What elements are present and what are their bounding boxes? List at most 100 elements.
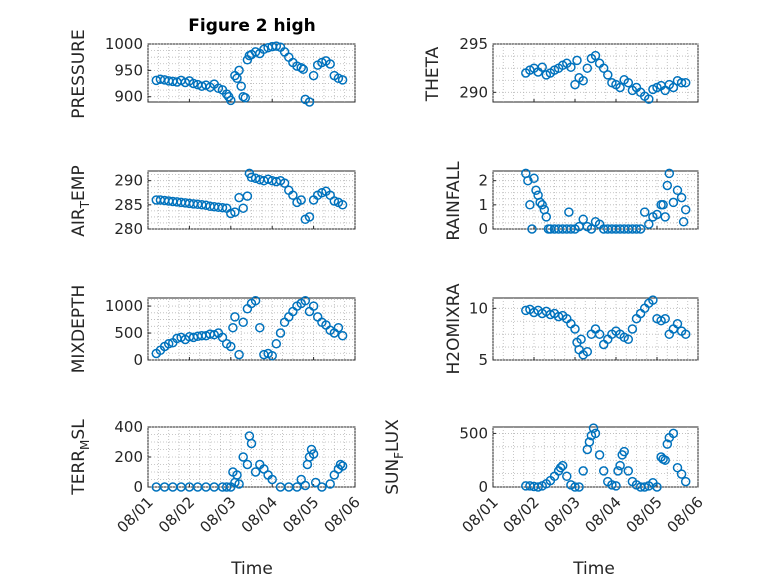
data-point	[317, 482, 327, 492]
data-point	[240, 93, 251, 103]
ytick-label: 295	[459, 35, 488, 53]
axes-pressure: 900 950 1000	[105, 35, 356, 107]
data-point	[676, 77, 687, 88]
xtick-label: 08/05	[623, 493, 666, 536]
data-point	[337, 461, 348, 471]
ylabel-sun-flux-main: SUN	[383, 459, 403, 495]
axes-h2omixra: 5 10	[469, 295, 699, 369]
data-point	[234, 65, 244, 76]
data-point	[271, 41, 282, 51]
ytick-label: 0	[133, 351, 143, 369]
ytick-label: 5	[478, 351, 488, 369]
data-point	[586, 224, 597, 234]
data-point	[250, 467, 261, 477]
ylabel-air-temp-main: AIR	[69, 208, 89, 237]
data-point	[668, 428, 679, 439]
data-point	[226, 341, 236, 352]
data-point	[611, 481, 621, 491]
ylabel-terr-msl-main: TERR	[69, 450, 89, 496]
xtick-label: 08/03	[196, 493, 239, 536]
ylabel-sun-flux-sub: F	[392, 452, 406, 459]
data-point	[678, 217, 689, 227]
data-point	[662, 439, 673, 449]
data-point	[226, 95, 236, 106]
data-point	[680, 77, 691, 88]
xtick-label: 08/06	[321, 493, 364, 536]
data-point	[588, 423, 599, 433]
data-point	[566, 224, 576, 234]
ylabel-sun-flux: SUNFLUX	[383, 419, 406, 495]
ylabel-terr-msl: TERRMSL	[69, 419, 92, 496]
data-point	[236, 81, 246, 91]
data-point	[615, 82, 625, 93]
data-point	[668, 197, 679, 208]
axes-rainfall: 0 1 2	[478, 168, 699, 238]
data-point	[607, 480, 617, 490]
ytick-label: 10	[469, 299, 488, 317]
data-point	[317, 188, 327, 198]
data-point	[300, 480, 311, 491]
data-point	[523, 175, 533, 186]
data-point	[639, 207, 650, 217]
data-point	[590, 50, 601, 61]
ytick-label: 500	[114, 324, 143, 342]
ytick-label: 0	[133, 478, 143, 496]
data-point	[288, 190, 298, 200]
data-point	[584, 437, 595, 447]
data-point	[226, 208, 236, 219]
data-point	[662, 180, 673, 191]
data-point	[564, 207, 574, 217]
data-point	[308, 70, 319, 81]
data-point	[308, 301, 319, 311]
data-point	[570, 482, 580, 492]
data-point	[566, 62, 576, 72]
ytick-label: 290	[114, 172, 143, 190]
ylabel-theta: THETA	[423, 46, 443, 102]
data-point	[230, 312, 240, 322]
ylabel-air-temp-tail: EMP	[69, 165, 89, 201]
ylabel-h2omixra: H2OMIXRA	[444, 283, 464, 374]
ylabel-terr-msl-tail: SL	[69, 419, 89, 440]
data-point	[594, 450, 605, 460]
data-point	[209, 329, 219, 340]
data-point	[304, 212, 315, 222]
axes-air-temp: 280 285 290	[114, 168, 356, 238]
xtick-label: 08/02	[155, 493, 198, 536]
data-point	[594, 329, 605, 339]
xtick-label: 08/04	[582, 493, 625, 536]
data-point	[635, 224, 646, 234]
data-point	[306, 444, 317, 455]
data-point	[529, 173, 539, 184]
data-point	[337, 330, 348, 341]
data-point	[660, 212, 670, 222]
data-point	[275, 328, 286, 338]
data-point	[221, 482, 232, 492]
data-point	[623, 466, 634, 476]
data-point	[335, 459, 346, 470]
data-point	[658, 200, 668, 210]
ytick-label: 285	[114, 196, 143, 214]
data-point	[329, 196, 340, 206]
data-point	[527, 224, 537, 234]
data-point	[578, 75, 588, 86]
ylabel-sun-flux-tail: LUX	[383, 419, 403, 452]
data-point	[533, 482, 543, 492]
xtick-label: 08/03	[541, 493, 584, 536]
data-point	[296, 62, 306, 73]
data-point	[590, 428, 601, 439]
data-point	[246, 438, 257, 449]
data-point	[230, 207, 240, 217]
data-point	[250, 47, 261, 57]
ylabel-rainfall: RAINFALL	[444, 161, 464, 241]
data-point	[298, 64, 309, 75]
ytick-label: 900	[114, 88, 143, 106]
data-point	[672, 319, 683, 329]
data-point	[582, 63, 593, 73]
data-point	[664, 168, 675, 179]
data-point	[163, 339, 174, 349]
data-point	[333, 322, 344, 333]
data-point	[578, 466, 588, 476]
data-point	[680, 204, 691, 215]
data-point	[255, 322, 265, 333]
